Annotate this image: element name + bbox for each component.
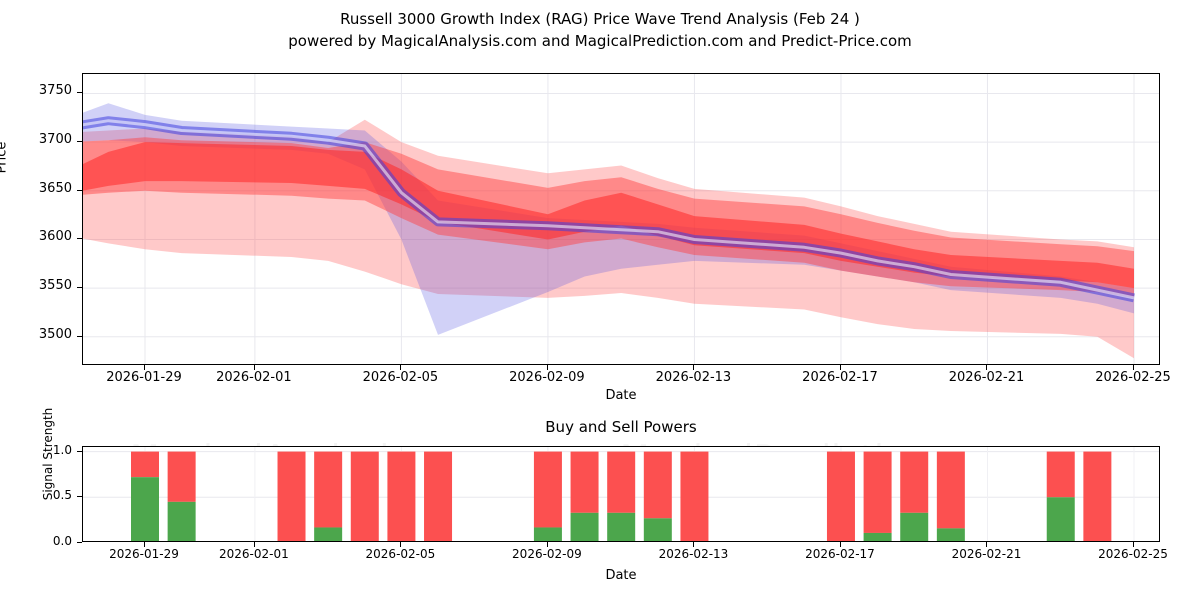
signal-x-tick-label: 2026-02-17: [805, 547, 875, 561]
signal-x-tick-label: 2026-01-29: [109, 547, 179, 561]
price-x-tick-label: 2026-01-29: [106, 370, 182, 385]
chart-title-block: Russell 3000 Growth Index (RAG) Price Wa…: [0, 8, 1200, 52]
price-y-tick-label: 3750: [38, 83, 72, 99]
signal-bar-buy: [863, 532, 892, 541]
signal-bar-sell: [167, 451, 196, 502]
signal-bar-buy: [167, 501, 196, 541]
signal-y-tick-label: 1.0: [52, 442, 72, 457]
signal-y-tick-mark: [77, 450, 82, 452]
signal-x-tick-label: 2026-02-01: [219, 547, 289, 561]
signal-x-tick-label: 2026-02-13: [658, 547, 729, 561]
price-x-tick-label: 2026-02-13: [655, 370, 732, 385]
signal-bar-sell: [533, 451, 562, 528]
signal-x-tick-label: 2026-02-05: [365, 547, 436, 561]
signal-bar-sell: [863, 451, 892, 533]
price-y-tick-label: 3650: [38, 180, 72, 196]
price-x-tick-label: 2026-02-21: [948, 370, 1025, 385]
chart-title-line-2: powered by MagicalAnalysis.com and Magic…: [288, 32, 912, 50]
signal-bar-sell: [570, 451, 599, 513]
signal-chart-y-axis-label: Signal Strength: [41, 407, 55, 501]
signal-bar-sell: [643, 451, 672, 519]
signal-bar-buy: [131, 477, 159, 541]
price-x-tick-mark: [253, 365, 255, 370]
price-chart-x-axis-label: Date: [605, 388, 637, 403]
signal-bar-sell: [314, 451, 343, 528]
signal-bar-sell: [424, 451, 453, 541]
signal-bar-buy: [314, 527, 343, 541]
signal-x-tick-label: 2026-02-25: [1098, 547, 1168, 561]
price-band-red-core: [83, 142, 1134, 289]
price-x-tick-mark: [693, 365, 695, 370]
signal-y-tick-label: 0.5: [52, 488, 72, 503]
price-x-tick-label: 2026-02-17: [802, 370, 878, 385]
price-y-tick-label: 3600: [38, 229, 72, 245]
signal-x-tick-mark: [693, 542, 695, 547]
price-x-tick-label: 2026-02-01: [216, 370, 292, 385]
price-x-tick-mark: [546, 365, 548, 370]
signal-bar-sell: [826, 451, 855, 541]
signal-bar-buy: [533, 527, 562, 541]
signal-bar-buy: [570, 512, 599, 541]
price-x-tick-label: 2026-02-25: [1095, 370, 1171, 385]
signal-y-tick-mark: [77, 542, 82, 543]
signal-bar-sell: [131, 451, 159, 478]
price-x-tick-mark: [400, 365, 402, 370]
signal-x-tick-label: 2026-02-21: [951, 547, 1022, 561]
price-chart-plot-area: [82, 73, 1160, 365]
signal-bar-buy: [900, 512, 929, 541]
signal-x-tick-mark: [253, 542, 255, 547]
signal-x-tick-mark: [1133, 542, 1134, 547]
signal-x-tick-mark: [144, 542, 145, 547]
signal-bar-sell: [607, 451, 636, 513]
signal-bar-buy: [607, 512, 636, 541]
price-y-tick-mark: [77, 189, 82, 191]
signal-x-tick-label: 2026-02-09: [512, 547, 582, 561]
signal-bar-sell: [936, 451, 965, 529]
signal-bar-sell: [1046, 451, 1075, 498]
price-y-tick-label: 3500: [38, 326, 72, 342]
signal-x-tick-mark: [986, 542, 988, 547]
price-x-tick-mark: [1133, 365, 1134, 370]
signal-chart-x-axis-label: Date: [605, 568, 637, 583]
price-y-tick-label: 3550: [38, 278, 72, 294]
price-y-tick-mark: [77, 287, 82, 289]
signal-bar-sell: [680, 451, 709, 541]
signal-chart-plot-area: [82, 446, 1160, 542]
price-x-tick-mark: [144, 365, 145, 370]
price-y-tick-mark: [77, 141, 82, 143]
signal-bar-buy: [936, 528, 965, 541]
signal-x-tick-mark: [400, 542, 402, 547]
signal-chart-title: Buy and Sell Powers: [545, 418, 697, 436]
signal-x-tick-mark: [839, 542, 841, 547]
price-x-tick-label: 2026-02-09: [509, 370, 585, 385]
price-chart-y-axis-label: Price: [0, 141, 10, 174]
signal-bar-sell: [900, 451, 929, 513]
signal-bar-sell: [387, 451, 416, 541]
signal-y-tick-label: 0.0: [52, 534, 72, 548]
price-y-tick-label: 3700: [38, 132, 72, 148]
price-y-tick-mark: [77, 238, 82, 240]
signal-bar-buy: [1046, 497, 1075, 541]
signal-chart-svg: [83, 447, 1159, 541]
price-x-tick-label: 2026-02-05: [362, 370, 439, 385]
price-trend-line-white-core: [83, 119, 1135, 300]
signal-x-tick-mark: [546, 542, 548, 547]
signal-bar-buy: [643, 518, 672, 541]
price-y-tick-mark: [77, 335, 82, 337]
signal-bar-sell: [1083, 451, 1112, 541]
chart-title-line-1: Russell 3000 Growth Index (RAG) Price Wa…: [340, 10, 860, 28]
price-chart-svg: [83, 74, 1159, 364]
signal-bar-sell: [350, 451, 379, 541]
price-y-tick-mark: [77, 92, 82, 94]
price-x-tick-mark: [986, 365, 988, 370]
price-x-tick-mark: [839, 365, 841, 370]
signal-y-tick-mark: [77, 496, 82, 498]
signal-bar-sell: [277, 451, 306, 541]
